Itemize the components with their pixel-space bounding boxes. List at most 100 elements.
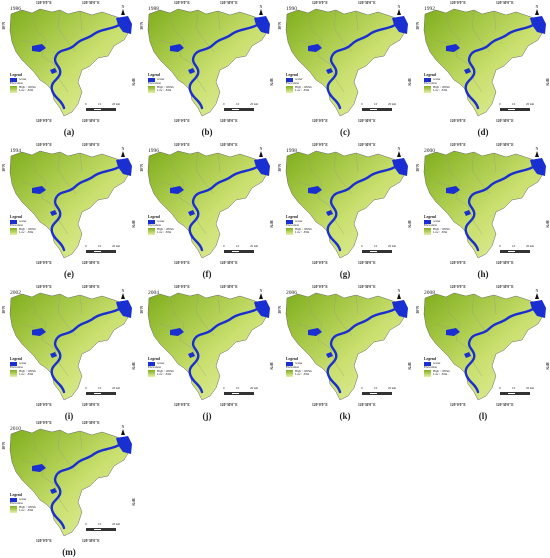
map-legend: Legend water Elevation High : 1093m Low … xyxy=(148,215,184,235)
lake-central xyxy=(464,68,471,74)
north-arrow-icon xyxy=(121,293,125,299)
water-swatch xyxy=(148,219,155,224)
longitude-label-west-bottom: 120°0'0"E xyxy=(450,403,466,407)
river-mouth xyxy=(392,16,408,34)
river xyxy=(464,162,540,252)
latitude-label-west: 30°N xyxy=(278,22,282,30)
map-panel-g: 1998 120°0'0"E 120°30'0"E 120°0'0"E 120°… xyxy=(278,142,412,280)
longitude-label-west: 120°0'0"E xyxy=(312,143,328,147)
north-label: N xyxy=(397,288,401,293)
north-arrow: N xyxy=(120,147,126,157)
land-area xyxy=(423,292,545,401)
north-arrow: N xyxy=(534,5,540,15)
region-map xyxy=(9,150,132,259)
elevation-title: Elevation xyxy=(286,364,299,369)
latitude-label-east: 30°N xyxy=(407,78,411,86)
legend-title: Legend xyxy=(10,215,23,219)
water-swatch xyxy=(424,219,431,224)
longitude-label-west-bottom: 120°0'0"E xyxy=(174,261,190,265)
scale-tick-10: 10 xyxy=(374,244,378,248)
scale-tick-10: 10 xyxy=(98,386,102,390)
water-label: water xyxy=(157,218,165,223)
north-label: N xyxy=(259,4,263,9)
scale-tick-10: 10 xyxy=(98,102,102,106)
elevation-low-label: Low : -83m xyxy=(19,88,34,93)
river-mouth xyxy=(530,158,546,176)
legend-title: Legend xyxy=(148,357,161,361)
scale-bar: 0 10 20 km xyxy=(499,102,534,111)
scale-tick-10: 10 xyxy=(236,244,240,248)
land-area xyxy=(285,8,407,117)
scale-bar-graphic xyxy=(86,249,116,253)
scale-tick-20: 20 km xyxy=(526,386,535,390)
north-arrow: N xyxy=(120,289,126,299)
elevation-swatch xyxy=(424,85,431,93)
north-arrow-icon xyxy=(535,9,539,15)
latitude-label-east: 30°N xyxy=(545,362,549,370)
longitude-label-east: 120°30'0"E xyxy=(358,285,376,289)
scale-tick-20: 20 km xyxy=(388,244,397,248)
longitude-label-west: 120°0'0"E xyxy=(450,285,466,289)
land-area xyxy=(147,292,269,401)
water-label: water xyxy=(19,218,27,223)
elevation-swatch xyxy=(286,227,293,235)
river xyxy=(50,162,126,252)
scale-tick-0: 0 xyxy=(499,244,501,248)
scale-tick-0: 0 xyxy=(85,102,87,106)
elevation-swatch xyxy=(148,369,155,377)
scale-tick-10: 10 xyxy=(98,244,102,248)
lake-west xyxy=(308,186,322,194)
region-map xyxy=(423,150,546,259)
elevation-low-label: Low : -83m xyxy=(157,230,172,235)
north-arrow-icon xyxy=(121,151,125,157)
longitude-label-east: 120°30'0"E xyxy=(358,1,376,5)
district-borders xyxy=(435,151,497,235)
elevation-high-label: High : 1093m xyxy=(19,226,36,231)
panel-year: 2008 xyxy=(424,290,435,296)
elevation-title: Elevation xyxy=(10,222,23,227)
latitude-label-east: 30°N xyxy=(131,362,135,370)
region-map xyxy=(9,428,132,537)
panel-year: 2010 xyxy=(10,426,21,432)
region-map xyxy=(147,150,270,259)
north-arrow-icon xyxy=(121,429,125,435)
latitude-label-west: 30°N xyxy=(416,22,420,30)
river-mouth xyxy=(530,300,546,318)
water-label: water xyxy=(19,360,27,365)
north-arrow-icon xyxy=(259,293,263,299)
scale-tick-0: 0 xyxy=(85,522,87,526)
district-borders xyxy=(297,151,359,235)
scale-bar-graphic xyxy=(362,107,392,111)
longitude-label-west-bottom: 120°0'0"E xyxy=(312,261,328,265)
river-mouth xyxy=(116,158,132,176)
north-label: N xyxy=(121,424,125,429)
legend-title: Legend xyxy=(10,357,23,361)
water-swatch xyxy=(424,77,431,82)
north-arrow-icon xyxy=(259,151,263,157)
elevation-swatch xyxy=(424,227,431,235)
water-label: water xyxy=(19,76,27,81)
north-label: N xyxy=(397,4,401,9)
longitude-label-west-bottom: 120°0'0"E xyxy=(450,261,466,265)
elevation-title: Elevation xyxy=(10,80,23,85)
map-panel-h: 2000 120°0'0"E 120°30'0"E 120°0'0"E 120°… xyxy=(416,142,550,280)
scale-bar: 0 10 20 km xyxy=(85,522,120,531)
panel-caption: (m) xyxy=(62,547,76,557)
map-legend: Legend water Elevation High : 1093m Low … xyxy=(286,73,322,93)
elevation-swatch xyxy=(10,369,17,377)
longitude-label-west-bottom: 120°0'0"E xyxy=(312,403,328,407)
longitude-label-east-bottom: 120°30'0"E xyxy=(358,119,376,123)
longitude-label-west-bottom: 120°0'0"E xyxy=(174,403,190,407)
scale-bar: 0 10 20 km xyxy=(85,244,120,253)
river-mouth xyxy=(116,16,132,34)
panel-year: 1986 xyxy=(10,6,21,12)
longitude-label-east-bottom: 120°30'0"E xyxy=(220,261,238,265)
scale-bar-graphic xyxy=(362,391,392,395)
map-panel-c: 1990 120°0'0"E 120°30'0"E 120°0'0"E 120°… xyxy=(278,0,412,138)
north-arrow-icon xyxy=(121,9,125,15)
elevation-title: Elevation xyxy=(148,364,161,369)
north-arrow-icon xyxy=(397,151,401,157)
scale-tick-0: 0 xyxy=(499,102,501,106)
scale-tick-20: 20 km xyxy=(388,102,397,106)
map-panel-k: 2006 120°0'0"E 120°30'0"E 120°0'0"E 120°… xyxy=(278,284,412,422)
